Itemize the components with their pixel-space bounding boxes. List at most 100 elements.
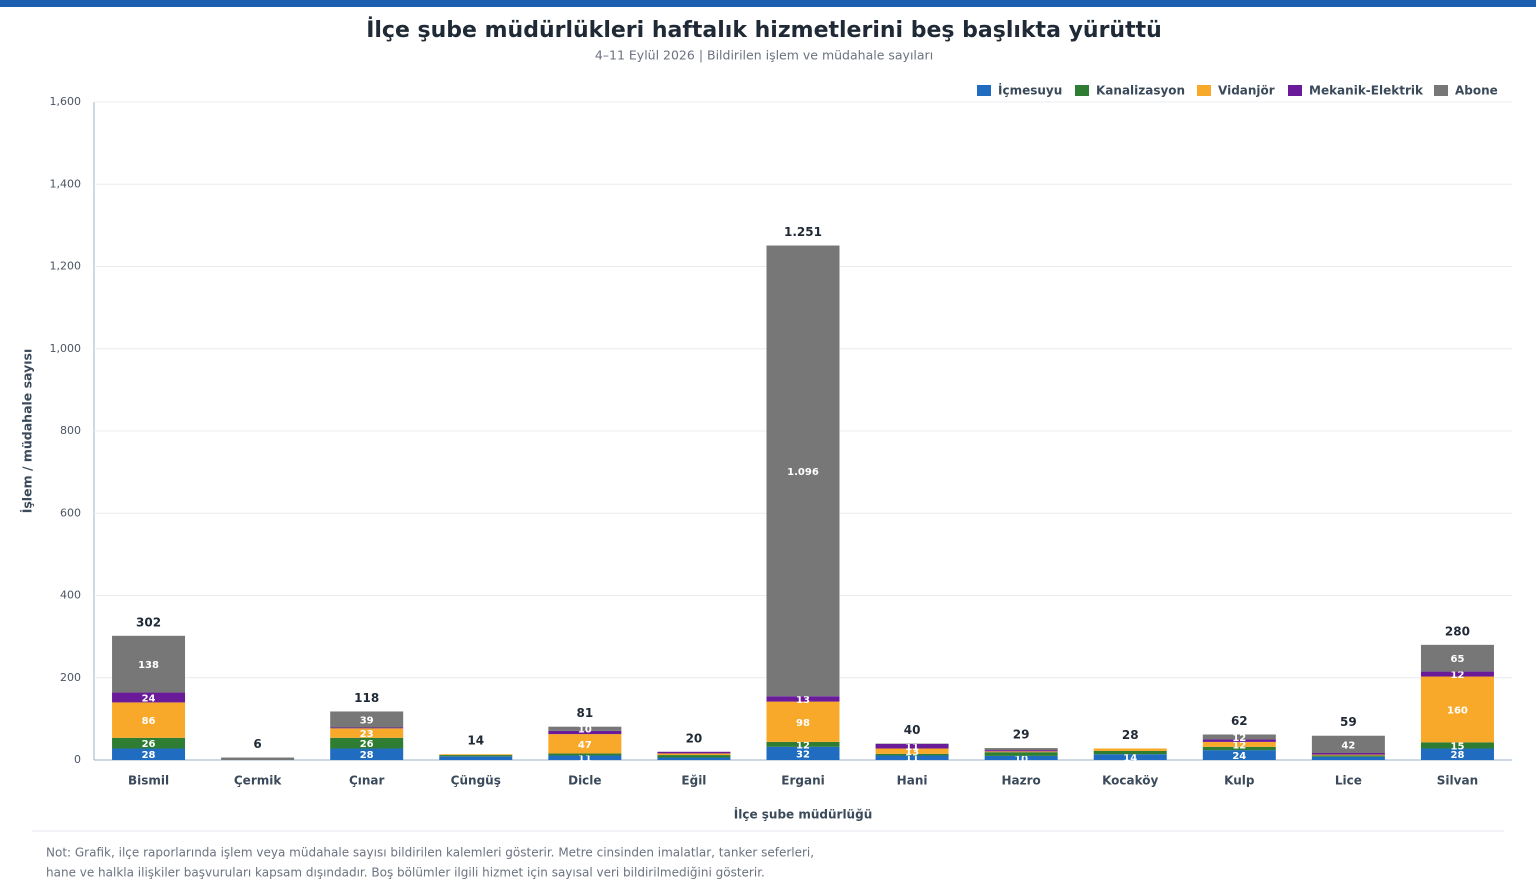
bar-segment — [439, 756, 513, 760]
total-label: 40 — [904, 723, 921, 737]
bar-segment — [221, 757, 295, 760]
bar-segment — [875, 755, 949, 760]
bar-segment — [766, 746, 840, 760]
segment-label: 11 — [905, 742, 919, 753]
bar-segment — [984, 752, 1058, 756]
segment-label: 11 — [905, 754, 919, 765]
bar-segment — [548, 755, 622, 760]
total-label: 28 — [1122, 728, 1139, 742]
bar-segment — [984, 748, 1058, 751]
x-tick-label: Bismil — [128, 774, 169, 788]
bar-segment — [1420, 644, 1494, 672]
segment-label: 1.096 — [787, 467, 819, 478]
bar-segment — [766, 741, 840, 747]
segment-label: 65 — [1451, 654, 1465, 665]
segment-label: 24 — [1232, 751, 1246, 762]
x-tick-label: Hazro — [1002, 774, 1041, 788]
x-tick-label: Eğil — [681, 774, 706, 788]
bar-segment — [330, 711, 404, 728]
y-tick-label: 1,000 — [50, 342, 82, 355]
y-tick-label: 0 — [74, 753, 81, 766]
segment-label: 28 — [1451, 750, 1465, 761]
bar-segment — [330, 737, 404, 749]
y-tick-label: 1,200 — [50, 260, 82, 273]
y-tick-label: 200 — [60, 671, 81, 684]
bar-segment — [548, 726, 622, 731]
chart-title: İlçe şube müdürlükleri haftalık hizmetle… — [366, 17, 1162, 43]
x-tick-label: Kulp — [1224, 774, 1255, 788]
bar-segment — [984, 751, 1058, 753]
bar-segment — [330, 727, 404, 729]
segment-label: 160 — [1447, 705, 1468, 716]
x-tick-label: Çermik — [234, 774, 282, 788]
total-label: 29 — [1013, 728, 1030, 742]
bar-segment — [1311, 753, 1385, 755]
bar-segment — [1311, 754, 1385, 756]
segment-label: 11 — [578, 754, 592, 765]
segment-label: 15 — [1451, 741, 1465, 752]
bar-segment — [330, 748, 404, 760]
segment-label: 28 — [360, 750, 374, 761]
segment-label: 24 — [142, 693, 156, 704]
total-label: 302 — [136, 615, 161, 629]
bar-segment — [1202, 750, 1276, 760]
legend-label: Vidanjör — [1218, 84, 1275, 98]
segment-label: 12 — [796, 740, 810, 751]
legend-swatch — [977, 85, 991, 96]
bar-segment — [1093, 754, 1167, 760]
segment-label: 23 — [360, 729, 374, 740]
x-tick-label: Dicle — [568, 774, 601, 788]
bar-segment — [875, 743, 949, 749]
bar-segment — [657, 755, 731, 758]
legend-swatch — [1075, 85, 1089, 96]
bar-segment — [439, 754, 513, 756]
segment-label: 42 — [1341, 740, 1355, 751]
bar-segment — [1202, 746, 1276, 751]
bar-segment — [766, 696, 840, 702]
segment-label: 12 — [1232, 733, 1246, 744]
bar-segment — [1420, 748, 1494, 760]
total-label: 14 — [467, 734, 484, 748]
bar-segment — [1093, 748, 1167, 751]
x-axis-label: İlçe şube müdürlüğü — [734, 807, 873, 822]
x-tick-label: Silvan — [1437, 774, 1478, 788]
segment-label: 86 — [142, 716, 156, 727]
segment-label: 10 — [1014, 754, 1028, 765]
bar-segment — [1311, 755, 1385, 757]
x-tick-label: Lice — [1335, 774, 1362, 788]
total-label: 6 — [253, 737, 261, 751]
bar-segment — [112, 692, 186, 703]
total-label: 20 — [686, 731, 703, 745]
legend-label: İçmesuyu — [998, 83, 1062, 98]
note-line: hane ve halkla ilişkiler başvuruları kap… — [46, 866, 765, 880]
x-tick-label: Ergani — [781, 774, 824, 788]
bar-segment — [548, 730, 622, 735]
bar-segment — [984, 755, 1058, 760]
legend-swatch — [1434, 85, 1448, 96]
bar-segment — [1420, 742, 1494, 749]
x-tick-label: Kocaköy — [1102, 774, 1158, 788]
y-tick-label: 800 — [60, 424, 81, 437]
segment-label: 32 — [796, 749, 810, 760]
total-label: 1.251 — [784, 225, 822, 239]
total-label: 118 — [354, 691, 379, 705]
top-band — [0, 0, 1536, 7]
bar-segment — [1202, 739, 1276, 742]
segment-label: 12 — [1232, 740, 1246, 751]
bar-segment — [984, 750, 1058, 752]
segment-label: 138 — [138, 660, 159, 671]
bar-segment — [548, 753, 622, 756]
segment-label: 39 — [360, 715, 374, 726]
bar-segment — [112, 635, 186, 693]
bar-segment — [1202, 734, 1276, 740]
bar-segment — [1311, 735, 1385, 754]
bar-segment — [657, 753, 731, 756]
segment-label: 28 — [142, 750, 156, 761]
y-tick-label: 1,400 — [50, 177, 82, 190]
bar-segment — [330, 728, 404, 738]
legend-swatch — [1197, 85, 1211, 96]
bar-segment — [1311, 756, 1385, 760]
bar-segment — [112, 748, 186, 760]
legend-label: Mekanik-Elektrik — [1309, 84, 1424, 98]
